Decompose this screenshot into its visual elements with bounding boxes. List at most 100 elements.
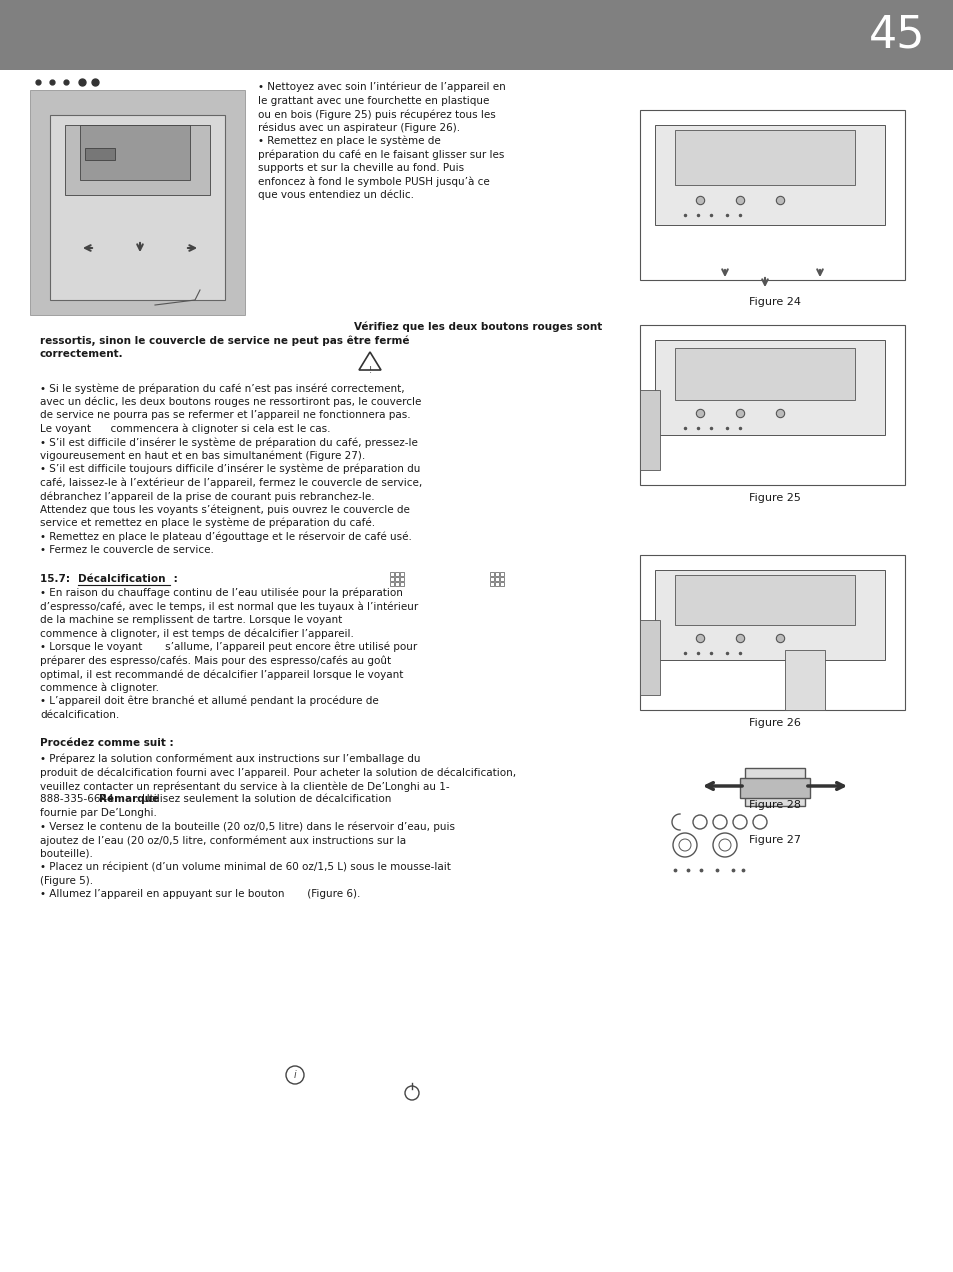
Bar: [639, 391, 659, 469]
Bar: [395, 583, 398, 586]
Text: 45: 45: [867, 14, 924, 56]
Bar: [499, 577, 503, 581]
Bar: [499, 583, 503, 586]
Text: :: :: [170, 574, 177, 584]
Bar: [624, 536, 924, 720]
Bar: [390, 583, 394, 586]
Bar: [399, 583, 403, 586]
Text: Figure 26: Figure 26: [748, 717, 801, 728]
Text: • S’il est difficile d’insérer le système de préparation du café, pressez-le: • S’il est difficile d’insérer le systèm…: [40, 438, 417, 448]
Bar: [744, 768, 804, 806]
Bar: [495, 583, 498, 586]
Text: débranchez l’appareil de la prise de courant puis rebranchez-le.: débranchez l’appareil de la prise de cou…: [40, 491, 375, 501]
Text: Figure 27: Figure 27: [748, 834, 801, 845]
Text: Figure 24: Figure 24: [748, 296, 801, 307]
Text: que vous entendiez un déclic.: que vous entendiez un déclic.: [257, 190, 414, 201]
Text: • Si le système de préparation du café n’est pas inséré correctement,: • Si le système de préparation du café n…: [40, 383, 404, 393]
Text: • Nettoyez avec soin l’intérieur de l’appareil en: • Nettoyez avec soin l’intérieur de l’ap…: [257, 81, 505, 93]
Text: • S’il est difficile toujours difficile d’insérer le système de préparation du: • S’il est difficile toujours difficile …: [40, 464, 420, 474]
Text: Décalcification: Décalcification: [78, 574, 165, 584]
Text: • Placez un récipient (d’un volume minimal de 60 oz/1,5 L) sous le mousse-lait: • Placez un récipient (d’un volume minim…: [40, 862, 451, 873]
Text: ajoutez de l’eau (20 oz/0,5 litre, conformément aux instructions sur la: ajoutez de l’eau (20 oz/0,5 litre, confo…: [40, 834, 406, 846]
Bar: [390, 572, 394, 576]
Bar: [65, 125, 210, 195]
Bar: [675, 575, 854, 625]
Bar: [655, 125, 884, 225]
Text: • En raison du chauffage continu de l’eau utilisée pour la préparation: • En raison du chauffage continu de l’ea…: [40, 588, 402, 599]
Bar: [85, 148, 115, 160]
Text: (Figure 5).: (Figure 5).: [40, 875, 93, 885]
Text: service et remettez en place le système de préparation du café.: service et remettez en place le système …: [40, 518, 375, 528]
Text: Attendez que tous les voyants s’éteignent, puis ouvrez le couvercle de: Attendez que tous les voyants s’éteignen…: [40, 505, 410, 515]
Bar: [0, 0, 953, 70]
Bar: [395, 577, 398, 581]
Text: optimal, il est recommandé de décalcifier l’appareil lorsque le voyant: optimal, il est recommandé de décalcifie…: [40, 669, 403, 679]
Bar: [495, 577, 498, 581]
Text: • Préparez la solution conformément aux instructions sur l’emballage du: • Préparez la solution conformément aux …: [40, 754, 420, 764]
Text: commence à clignoter.: commence à clignoter.: [40, 683, 159, 693]
Text: d’espresso/café, avec le temps, il est normal que les tuyaux à l’intérieur: d’espresso/café, avec le temps, il est n…: [40, 602, 417, 612]
Text: de service ne pourra pas se refermer et l’appareil ne fonctionnera pas.: de service ne pourra pas se refermer et …: [40, 410, 410, 420]
Text: produit de décalcification fourni avec l’appareil. Pour acheter la solution de d: produit de décalcification fourni avec l…: [40, 767, 516, 778]
Bar: [495, 572, 498, 576]
Text: Figure 28: Figure 28: [748, 800, 801, 810]
Text: avec un déclic, les deux boutons rouges ne ressortiront pas, le couvercle: avec un déclic, les deux boutons rouges …: [40, 397, 421, 407]
Text: correctement.: correctement.: [40, 349, 124, 359]
Bar: [390, 577, 394, 581]
Text: ou en bois (Figure 25) puis récupérez tous les: ou en bois (Figure 25) puis récupérez to…: [257, 109, 496, 120]
Bar: [740, 778, 809, 798]
Text: Remarque: Remarque: [98, 795, 158, 804]
Text: • Versez le contenu de la bouteille (20 oz/0,5 litre) dans le réservoir d’eau, p: • Versez le contenu de la bouteille (20 …: [40, 822, 455, 832]
Text: Le voyant      commencera à clignoter si cela est le cas.: Le voyant commencera à clignoter si cela…: [40, 424, 330, 434]
Bar: [395, 572, 398, 576]
Bar: [490, 583, 494, 586]
Bar: [490, 577, 494, 581]
Bar: [30, 90, 245, 315]
Text: • L’appareil doit être branché et allumé pendant la procédure de: • L’appareil doit être branché et allumé…: [40, 696, 378, 706]
Text: bouteille).: bouteille).: [40, 848, 92, 859]
Text: • Lorsque le voyant       s’allume, l’appareil peut encore être utilisé pour: • Lorsque le voyant s’allume, l’appareil…: [40, 642, 416, 653]
Text: vigoureusement en haut et en bas simultanément (Figure 27).: vigoureusement en haut et en bas simulta…: [40, 450, 365, 460]
Text: i: i: [294, 1070, 296, 1080]
Bar: [784, 650, 824, 710]
Text: ressortis, sinon le couvercle de service ne peut pas être fermé: ressortis, sinon le couvercle de service…: [40, 336, 409, 346]
Bar: [624, 305, 924, 495]
Text: de la machine se remplissent de tartre. Lorsque le voyant: de la machine se remplissent de tartre. …: [40, 614, 342, 625]
Text: café, laissez-le à l’extérieur de l’appareil, fermez le couvercle de service,: café, laissez-le à l’extérieur de l’appa…: [40, 477, 422, 488]
Text: : Utilisez seulement la solution de décalcification: : Utilisez seulement la solution de déca…: [132, 795, 391, 804]
Text: 888-335-6644.: 888-335-6644.: [40, 795, 120, 804]
Bar: [639, 555, 904, 710]
Text: résidus avec un aspirateur (Figure 26).: résidus avec un aspirateur (Figure 26).: [257, 122, 459, 134]
Bar: [399, 577, 403, 581]
Bar: [675, 349, 854, 399]
Text: fournie par De’Longhi.: fournie par De’Longhi.: [40, 808, 156, 818]
Text: 15.7:: 15.7:: [40, 574, 73, 584]
Text: commence à clignoter, il est temps de décalcifier l’appareil.: commence à clignoter, il est temps de dé…: [40, 628, 354, 639]
Text: supports et sur la cheville au fond. Puis: supports et sur la cheville au fond. Pui…: [257, 163, 464, 173]
Bar: [624, 728, 924, 833]
Bar: [80, 125, 190, 181]
Text: • Remettez en place le plateau d’égouttage et le réservoir de café usé.: • Remettez en place le plateau d’égoutta…: [40, 532, 412, 542]
Text: préparer des espresso/cafés. Mais pour des espresso/cafés au goût: préparer des espresso/cafés. Mais pour d…: [40, 655, 391, 667]
Bar: [499, 572, 503, 576]
Text: !: !: [368, 366, 372, 375]
Bar: [655, 570, 884, 660]
Text: enfoncez à fond le symbole PUSH jusqu’à ce: enfoncez à fond le symbole PUSH jusqu’à …: [257, 177, 489, 187]
Text: veuillez contacter un représentant du service à la clientèle de De’Longhi au 1-: veuillez contacter un représentant du se…: [40, 781, 449, 791]
Text: le grattant avec une fourchette en plastique: le grattant avec une fourchette en plast…: [257, 95, 489, 106]
Text: Figure 25: Figure 25: [748, 494, 801, 502]
Text: • Remettez en place le système de: • Remettez en place le système de: [257, 136, 440, 146]
Bar: [639, 109, 904, 280]
Bar: [50, 114, 225, 300]
Bar: [655, 340, 884, 435]
Text: • Fermez le couvercle de service.: • Fermez le couvercle de service.: [40, 544, 213, 555]
Bar: [639, 326, 904, 485]
Bar: [399, 572, 403, 576]
Bar: [624, 85, 924, 290]
Text: Vérifiez que les deux boutons rouges sont: Vérifiez que les deux boutons rouges son…: [354, 322, 601, 332]
Text: • Allumez l’appareil en appuyant sur le bouton       (Figure 6).: • Allumez l’appareil en appuyant sur le …: [40, 889, 360, 899]
Text: Procédez comme suit :: Procédez comme suit :: [40, 738, 173, 748]
Bar: [639, 619, 659, 695]
Bar: [675, 130, 854, 184]
Bar: [490, 572, 494, 576]
